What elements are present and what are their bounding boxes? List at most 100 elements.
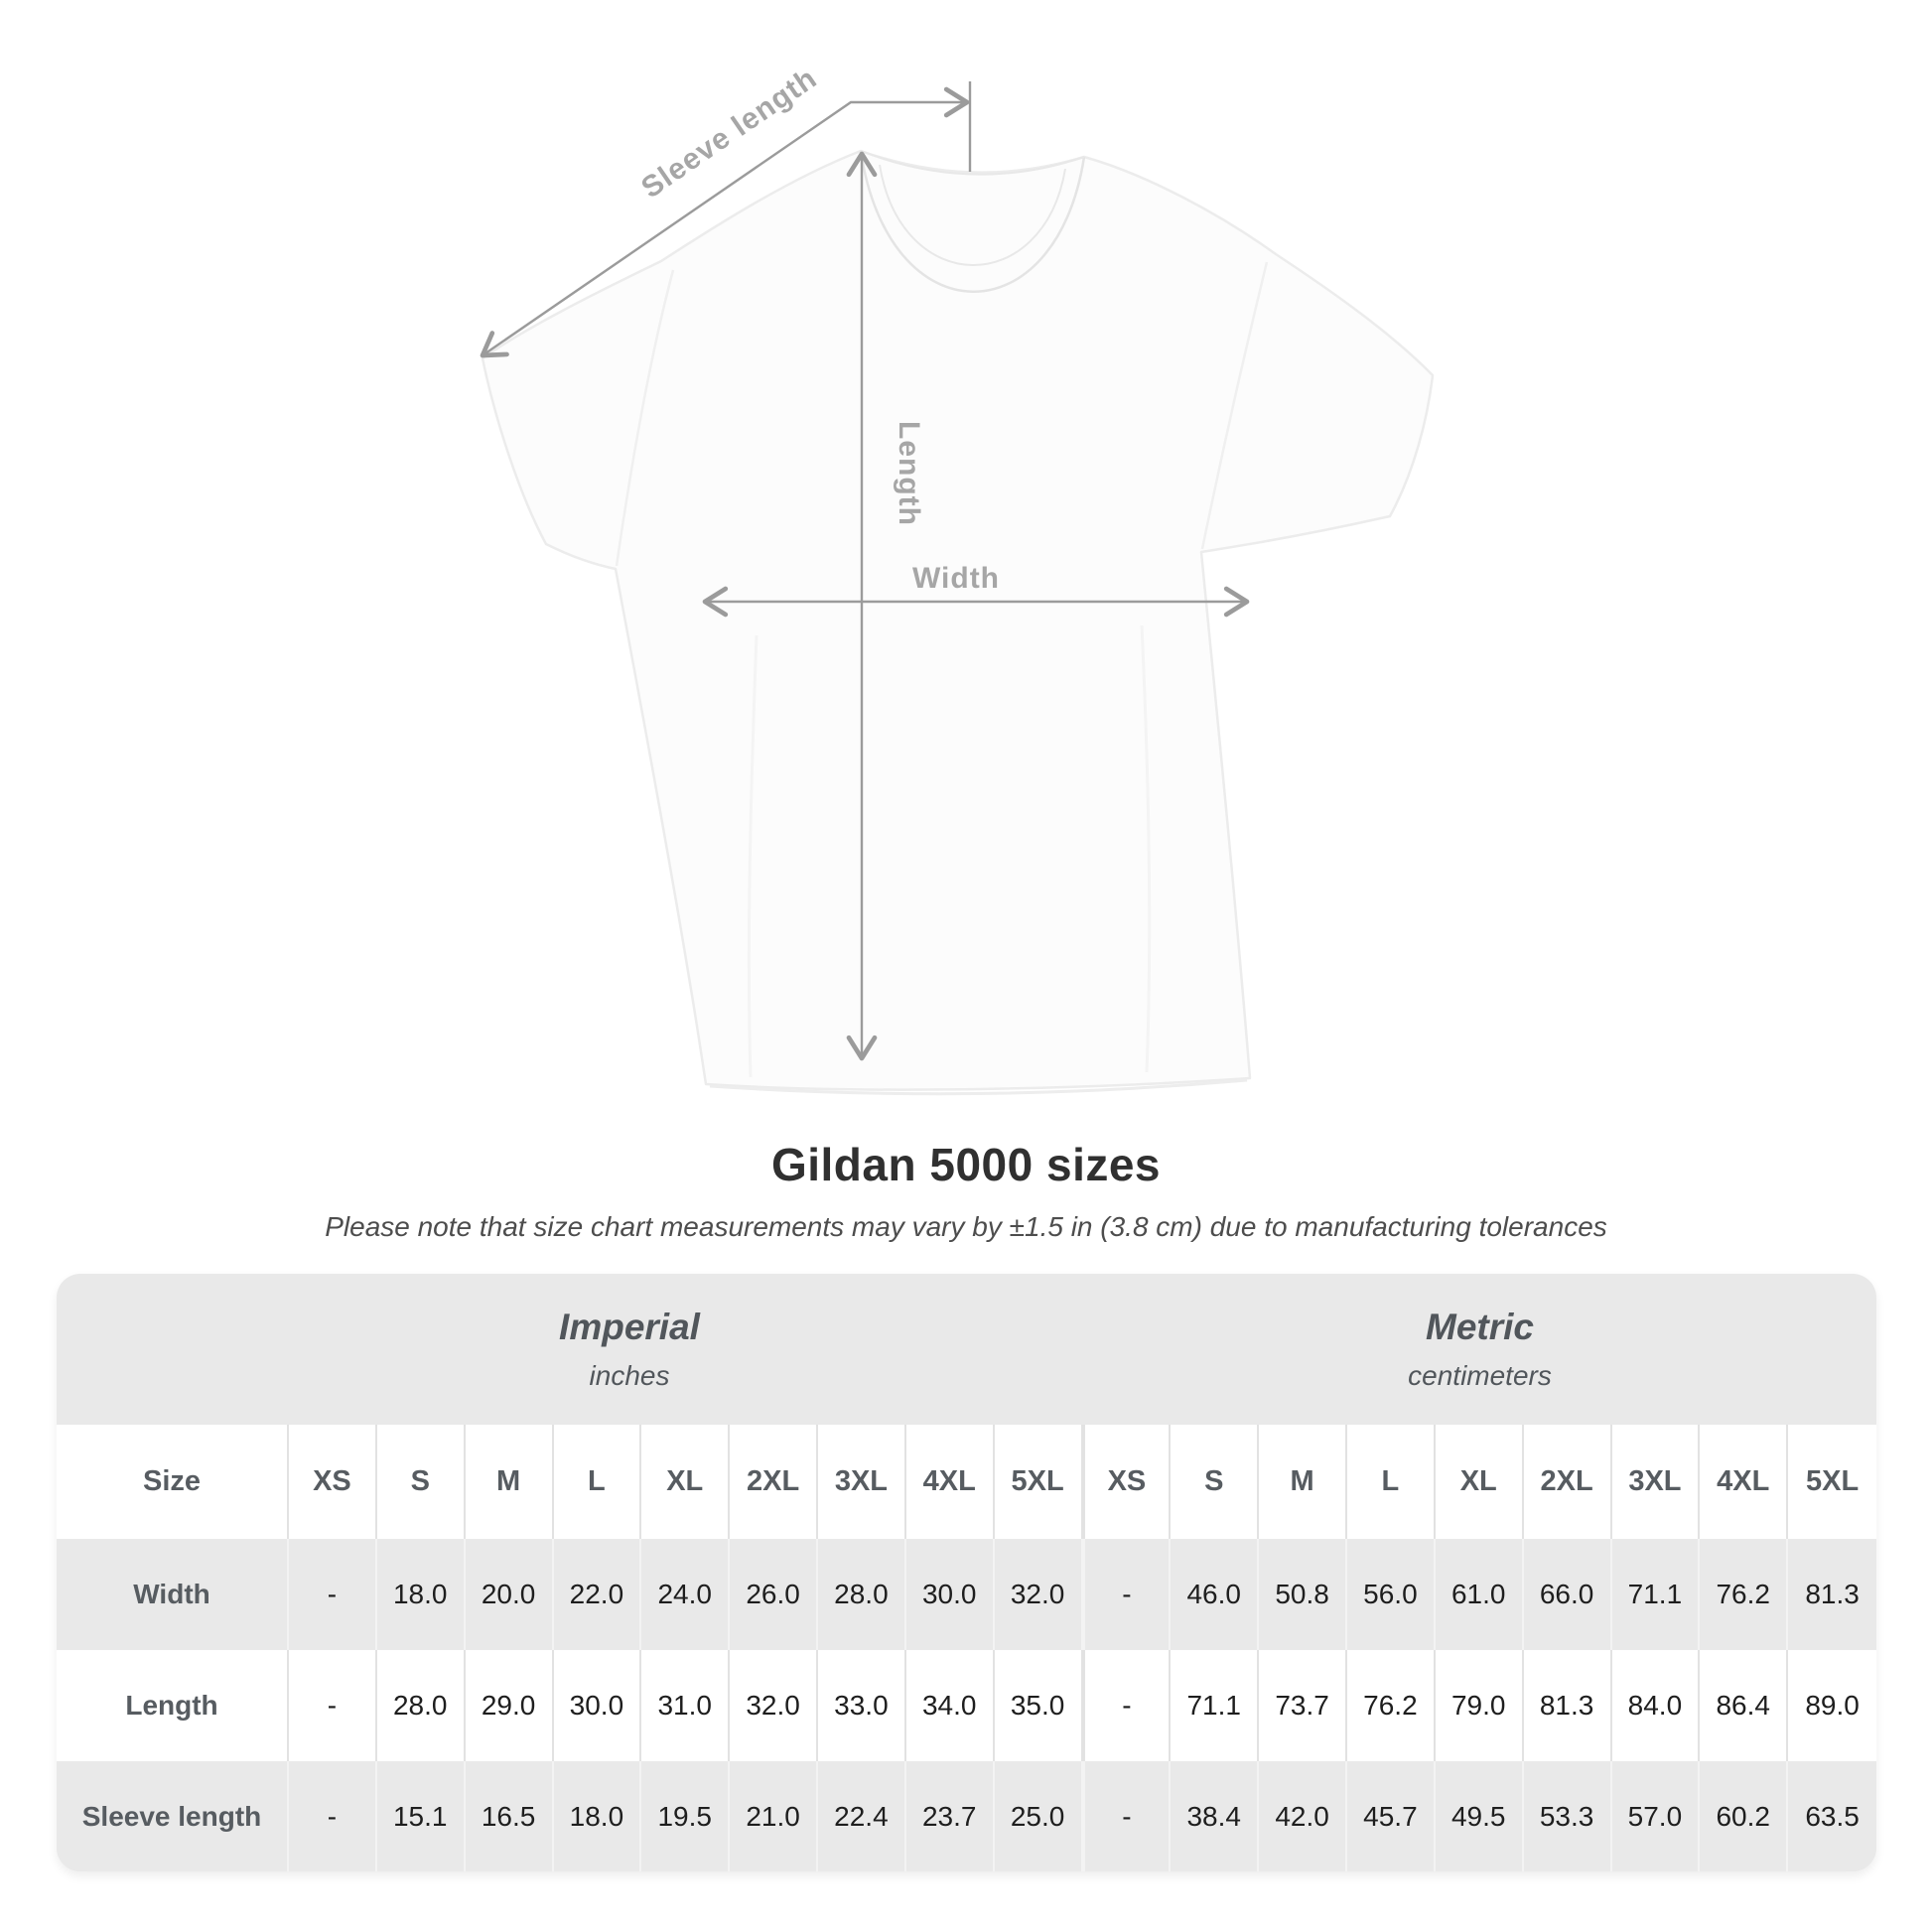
width-metric-2xl: 66.0 [1524, 1539, 1612, 1650]
width-imperial-5xl: 32.0 [995, 1539, 1083, 1650]
length-imperial-l: 30.0 [554, 1650, 642, 1761]
size-col-metric-xl: XL [1436, 1425, 1524, 1539]
length-metric-4xl: 86.4 [1700, 1650, 1789, 1761]
sleeve-length-metric-l: 45.7 [1347, 1761, 1436, 1871]
length-imperial-3xl: 33.0 [818, 1650, 906, 1761]
sleeve-length-metric-xs: - [1082, 1761, 1172, 1871]
metric-unit-label: centimeters [1408, 1360, 1552, 1391]
width-metric-l: 56.0 [1347, 1539, 1436, 1650]
fabric-crease-right [1140, 624, 1152, 1073]
length-metric-m: 73.7 [1259, 1650, 1347, 1761]
sleeve-length-imperial-4xl: 23.7 [906, 1761, 995, 1871]
width-imperial-s: 18.0 [377, 1539, 466, 1650]
width-imperial-3xl: 28.0 [818, 1539, 906, 1650]
size-col-imperial-l: L [554, 1425, 642, 1539]
length-imperial-5xl: 35.0 [995, 1650, 1083, 1761]
width-metric-s: 46.0 [1171, 1539, 1260, 1650]
measurement-annotations [480, 81, 1250, 1061]
fabric-crease-left [747, 634, 759, 1078]
sleeve-length-metric-s: 38.4 [1171, 1761, 1260, 1871]
sleeve-length-metric-5xl: 63.5 [1805, 1801, 1860, 1832]
size-col-imperial-4xl: 4XL [906, 1425, 995, 1539]
length-metric-xs: - [1082, 1650, 1172, 1761]
width-metric-m: 50.8 [1259, 1539, 1347, 1650]
row-label-sleeve-length: Sleeve length [57, 1761, 289, 1871]
tolerance-note: Please note that size chart measurements… [325, 1211, 1607, 1242]
width-dimension-label: Width [912, 562, 1000, 595]
tshirt-illustration [481, 149, 1435, 1096]
sleeve-length-imperial-2xl: 21.0 [730, 1761, 818, 1871]
length-dimension-label: Length [893, 421, 925, 526]
size-col-imperial-xl: XL [641, 1425, 731, 1539]
length-metric-l: 76.2 [1347, 1650, 1436, 1761]
size-col-imperial-2xl: 2XL [730, 1425, 818, 1539]
table-row-length: Length -28.0 29.0 30.0 31.0 32.0 33.0 34.0 35.0-… [57, 1650, 1876, 1761]
width-metric-5xl: 81.3 [1805, 1579, 1860, 1609]
width-imperial-2xl: 26.0 [730, 1539, 818, 1650]
imperial-unit-label: inches [589, 1360, 670, 1391]
size-header-row: Size XS S M L XL 2XL 3XL 4XL 5XL XS S M L XL 2XL 3XL 4XL… [57, 1425, 1876, 1539]
size-col-imperial-5xl: 5XL [995, 1425, 1083, 1539]
imperial-label: Imperial [559, 1307, 700, 1347]
page-title: Gildan 5000 sizes [770, 1139, 1162, 1190]
sleeve-length-metric-4xl: 60.2 [1700, 1761, 1789, 1871]
width-metric-3xl: 71.1 [1612, 1539, 1701, 1650]
length-imperial-2xl: 32.0 [730, 1650, 818, 1761]
size-col-imperial-xs: XS [289, 1425, 377, 1539]
table-row-sleeve-length: Sleeve length -15.1 16.5 18.0 19.5 21.0 22.4 23… [57, 1761, 1876, 1871]
sleeve-length-imperial-xl: 19.5 [641, 1761, 731, 1871]
row-label-width: Width [57, 1539, 289, 1650]
hem-shadow [709, 1078, 1248, 1096]
length-imperial-4xl: 34.0 [906, 1650, 995, 1761]
length-metric-xl: 79.0 [1436, 1650, 1524, 1761]
width-imperial-4xl: 30.0 [906, 1539, 995, 1650]
imperial-header: Imperial inches [57, 1274, 1083, 1425]
width-metric-4xl: 76.2 [1700, 1539, 1789, 1650]
width-imperial-l: 22.0 [554, 1539, 642, 1650]
length-metric-s: 71.1 [1171, 1650, 1260, 1761]
size-col-metric-s: S [1171, 1425, 1260, 1539]
length-imperial-s: 28.0 [377, 1650, 466, 1761]
sleeve-length-arrow [480, 86, 970, 358]
size-col-imperial-m: M [466, 1425, 554, 1539]
sleeve-length-metric-xl: 49.5 [1436, 1761, 1524, 1871]
size-table: Imperial inches Metric centimeters Size … [57, 1274, 1876, 1871]
size-col-metric-5xl: 5XL [1805, 1465, 1860, 1497]
sleeve-length-imperial-l: 18.0 [554, 1761, 642, 1871]
length-imperial-m: 29.0 [466, 1650, 554, 1761]
sleeve-length-imperial-s: 15.1 [377, 1761, 466, 1871]
size-col-metric-3xl: 3XL [1612, 1425, 1701, 1539]
sleeve-length-metric-m: 42.0 [1259, 1761, 1347, 1871]
size-col-metric-l: L [1347, 1425, 1436, 1539]
metric-label: Metric [1426, 1307, 1534, 1347]
width-imperial-xs: - [289, 1539, 377, 1650]
size-col-metric-4xl: 4XL [1700, 1425, 1789, 1539]
size-col-imperial-3xl: 3XL [818, 1425, 906, 1539]
sleeve-length-metric-3xl: 57.0 [1612, 1761, 1701, 1871]
width-imperial-xl: 24.0 [641, 1539, 731, 1650]
tshirt-body [481, 149, 1435, 1091]
sleeve-length-imperial-m: 16.5 [466, 1761, 554, 1871]
tshirt-measurement-diagram: Sleeve length Length Width [480, 62, 1435, 1096]
size-col-metric-2xl: 2XL [1524, 1425, 1612, 1539]
width-metric-xl: 61.0 [1436, 1539, 1524, 1650]
width-metric-xs: - [1082, 1539, 1172, 1650]
row-label-length: Length [57, 1650, 289, 1761]
sleeve-length-metric-2xl: 53.3 [1524, 1761, 1612, 1871]
length-imperial-xs: - [289, 1650, 377, 1761]
metric-header: Metric centimeters [1083, 1274, 1876, 1425]
length-metric-2xl: 81.3 [1524, 1650, 1612, 1761]
sleeve-length-imperial-xs: - [289, 1761, 377, 1871]
length-metric-3xl: 84.0 [1612, 1650, 1701, 1761]
size-col-metric-m: M [1259, 1425, 1347, 1539]
size-col-imperial-s: S [377, 1425, 466, 1539]
size-col-metric-xs: XS [1082, 1425, 1172, 1539]
length-imperial-xl: 31.0 [641, 1650, 731, 1761]
length-metric-5xl: 89.0 [1805, 1690, 1860, 1721]
width-imperial-m: 20.0 [466, 1539, 554, 1650]
sleeve-length-imperial-5xl: 25.0 [995, 1761, 1083, 1871]
table-rows: Width -18.0 20.0 22.0 24.0 26.0 28.0 30.0 32.0-4… [57, 1539, 1876, 1871]
unit-system-header-row: Imperial inches Metric centimeters [57, 1274, 1876, 1425]
sleeve-length-imperial-3xl: 22.4 [818, 1761, 906, 1871]
